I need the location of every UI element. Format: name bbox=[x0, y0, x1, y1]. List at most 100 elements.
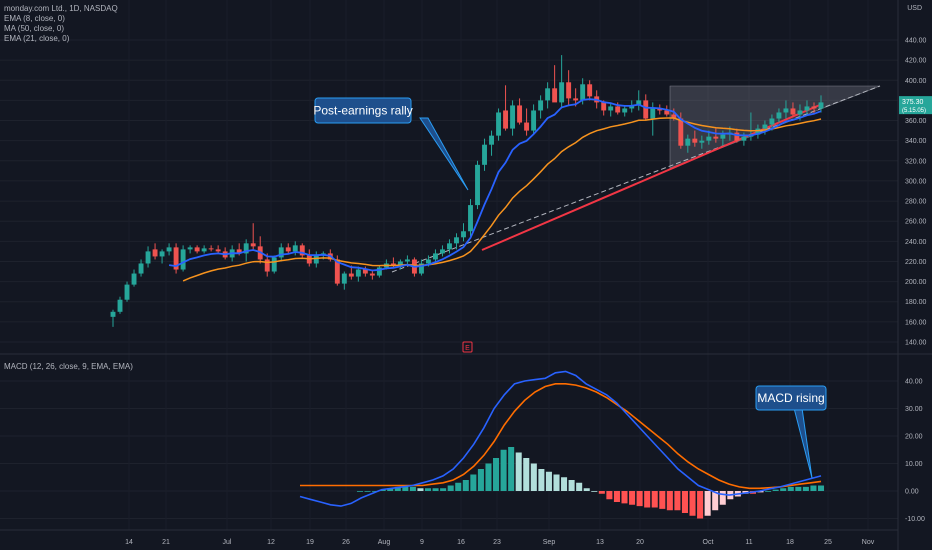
histogram-bar bbox=[772, 489, 779, 491]
histogram-bar bbox=[561, 477, 568, 491]
histogram-bar bbox=[447, 485, 454, 491]
time-tick-label: 12 bbox=[267, 539, 275, 546]
histogram-bar bbox=[530, 463, 537, 491]
price-tick-label: 400.00 bbox=[905, 78, 927, 85]
earnings-marker-letter: E bbox=[465, 345, 470, 352]
candle-body bbox=[650, 108, 656, 119]
histogram-bar bbox=[523, 458, 530, 491]
rally-callout-box bbox=[314, 97, 412, 124]
macd-tick-label: 0.00 bbox=[905, 489, 919, 496]
histogram-bar bbox=[666, 491, 673, 511]
candle-body bbox=[755, 128, 761, 135]
histogram-bar bbox=[462, 480, 469, 491]
legend-ema21: EMA (21, close, 0) bbox=[4, 34, 70, 43]
histogram-bar bbox=[712, 491, 719, 511]
candle-body bbox=[306, 255, 312, 264]
candle-body bbox=[355, 269, 361, 277]
histogram-bar bbox=[364, 491, 371, 492]
candle-body bbox=[776, 112, 782, 119]
histogram-bar bbox=[757, 491, 764, 493]
candle-body bbox=[418, 263, 424, 274]
histogram-bar bbox=[802, 486, 809, 491]
candle-body bbox=[762, 124, 768, 129]
histogram-bar bbox=[485, 463, 492, 491]
candle-body bbox=[503, 110, 509, 129]
candle-body bbox=[404, 259, 410, 262]
candle-body bbox=[250, 243, 256, 247]
candle-body bbox=[201, 248, 207, 252]
candle-body bbox=[180, 249, 186, 270]
macd-line bbox=[299, 370, 822, 507]
time-tick-label: 16 bbox=[457, 539, 465, 546]
time-tick-label: 25 bbox=[824, 539, 832, 546]
candle-body bbox=[341, 273, 347, 284]
time-tick-label: Jul bbox=[223, 539, 232, 546]
candle-body bbox=[454, 237, 459, 244]
histogram-bar bbox=[674, 491, 681, 511]
histogram-bar bbox=[787, 486, 794, 491]
candle-body bbox=[818, 102, 824, 109]
last-change: (5.15.05) bbox=[902, 108, 926, 114]
earnings-marker bbox=[462, 341, 473, 353]
histogram-bar bbox=[795, 486, 802, 491]
candle-body bbox=[615, 106, 621, 113]
macd-legend: MACD (12, 26, close, 9, EMA, EMA) bbox=[4, 362, 133, 372]
candle-body bbox=[769, 118, 775, 125]
candle-body bbox=[390, 263, 396, 266]
time-tick-label: 26 bbox=[342, 539, 350, 546]
histogram-bar bbox=[704, 491, 711, 516]
histogram-bar bbox=[493, 458, 500, 491]
candle-body bbox=[664, 110, 670, 115]
symbol-title: monday.com Ltd., 1D, NASDAQ bbox=[4, 4, 118, 13]
macd-title: MACD (12, 26, close, 9, EMA, EMA) bbox=[4, 362, 133, 371]
macd-tick-label: -10.00 bbox=[905, 516, 925, 523]
candle-body bbox=[489, 135, 494, 145]
candle-body bbox=[587, 84, 593, 97]
candle-body bbox=[559, 82, 565, 103]
histogram-bar bbox=[440, 488, 447, 491]
candles bbox=[110, 55, 824, 327]
price-tick-label: 220.00 bbox=[905, 259, 927, 266]
price-tick-label: 180.00 bbox=[905, 299, 927, 306]
candle-body bbox=[496, 112, 501, 136]
candle-body bbox=[692, 138, 698, 143]
candle-body bbox=[187, 247, 193, 250]
histogram-bar bbox=[765, 491, 772, 492]
histogram-bar bbox=[372, 491, 379, 492]
histogram-bar bbox=[644, 491, 651, 508]
histogram-bar bbox=[470, 474, 477, 491]
price-tick-label: 280.00 bbox=[905, 199, 927, 206]
histogram-bar bbox=[817, 485, 825, 491]
histogram-bar bbox=[417, 488, 424, 491]
ema8-line bbox=[168, 98, 822, 272]
candle-body bbox=[636, 100, 642, 106]
trendline-dashed bbox=[391, 85, 881, 273]
candle-body bbox=[264, 259, 270, 272]
histogram-bar bbox=[545, 471, 552, 491]
currency-label: USD bbox=[907, 5, 922, 12]
candle-body bbox=[671, 114, 677, 119]
candle-body bbox=[685, 138, 691, 146]
candle-body bbox=[166, 247, 172, 252]
candle-body bbox=[292, 245, 298, 252]
histogram-bar bbox=[508, 447, 515, 491]
histogram-bar bbox=[606, 491, 613, 500]
time-tick-label: 21 bbox=[162, 539, 170, 546]
legend: monday.com Ltd., 1D, NASDAQ EMA (8, clos… bbox=[4, 4, 118, 44]
macd-callout-pointer bbox=[793, 407, 813, 479]
candle-body bbox=[524, 122, 530, 131]
histogram-bar bbox=[477, 469, 484, 491]
histogram-bar bbox=[356, 491, 364, 492]
macd-histogram bbox=[356, 447, 825, 519]
candle-body bbox=[243, 243, 249, 254]
price-tick-label: 340.00 bbox=[905, 138, 927, 145]
candle-body bbox=[299, 245, 305, 256]
candle-body bbox=[271, 257, 277, 272]
histogram-bar bbox=[629, 491, 636, 505]
legend-ma50: MA (50, close, 0) bbox=[4, 24, 65, 33]
histogram-bar bbox=[379, 489, 386, 491]
candle-body bbox=[741, 136, 747, 141]
price-tick-label: 300.00 bbox=[905, 178, 927, 185]
candle-body bbox=[131, 273, 137, 285]
candle-body bbox=[713, 136, 719, 139]
